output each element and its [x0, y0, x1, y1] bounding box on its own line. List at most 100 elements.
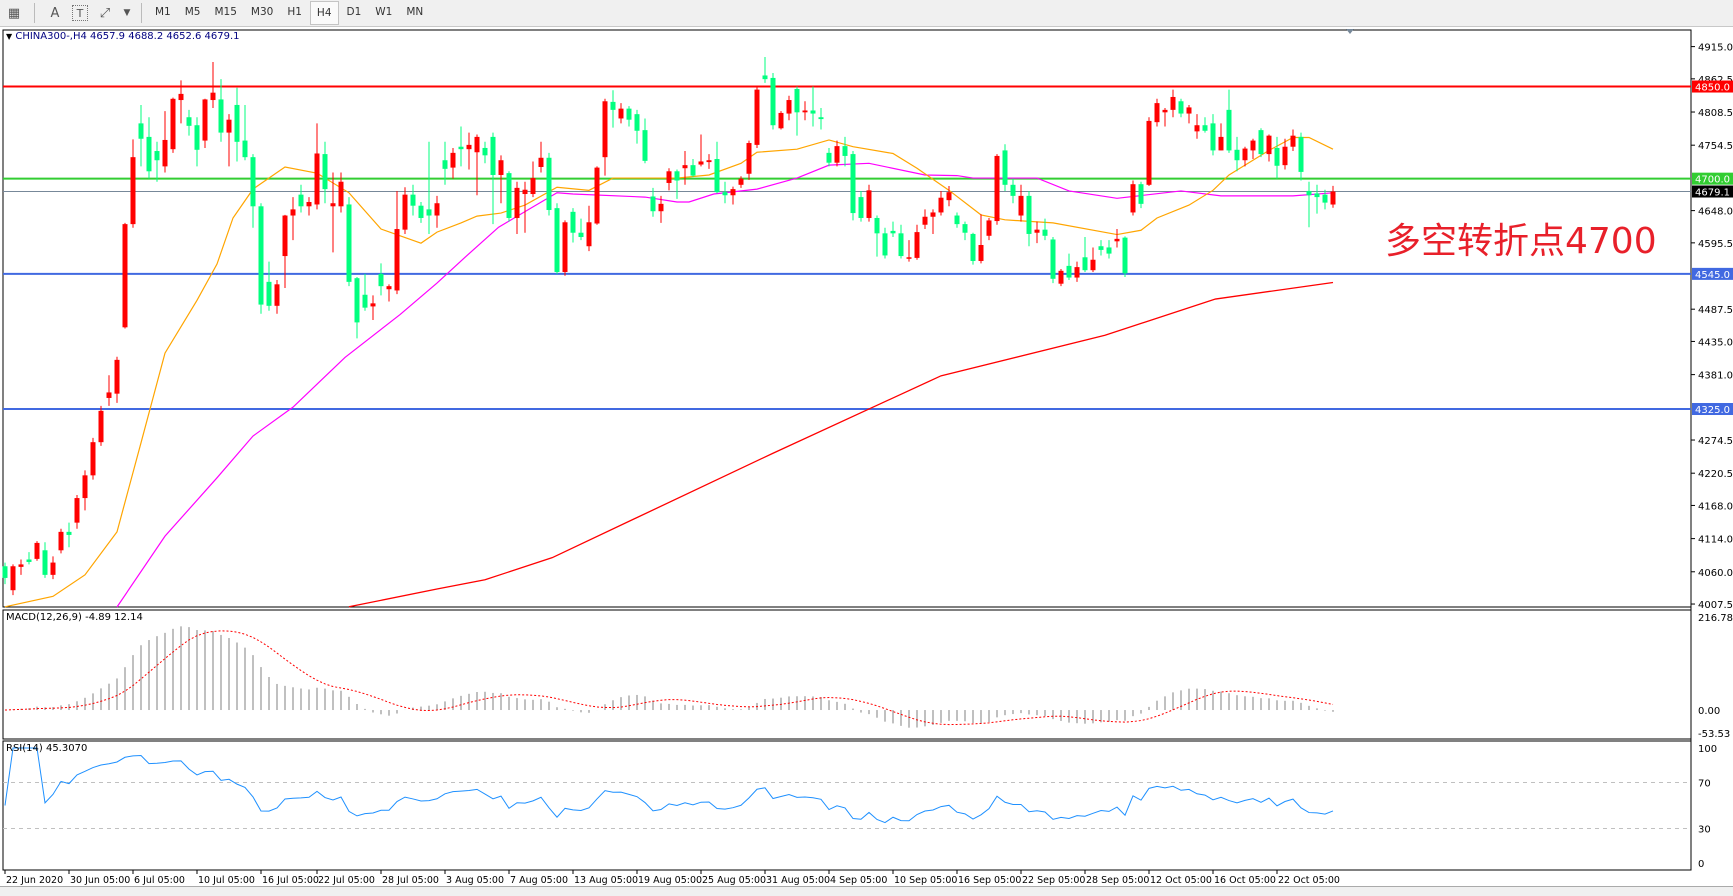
text-label-icon[interactable]: T: [72, 5, 88, 21]
candle-body: [874, 217, 880, 234]
candle-body: [490, 136, 496, 175]
candle-body: [42, 550, 48, 575]
chart-shift-icon: [1346, 29, 1354, 34]
candle-body: [442, 160, 448, 169]
candle-body: [458, 146, 464, 150]
candle: [554, 203, 560, 274]
candle-body: [922, 216, 928, 225]
price-tick-label: 4754.5: [1698, 141, 1733, 152]
candle-body: [506, 173, 512, 218]
arrows-icon[interactable]: ⤢: [99, 5, 111, 21]
candle-body: [1170, 96, 1176, 110]
candle: [58, 528, 64, 554]
candle: [610, 90, 616, 128]
rsi-tick-label: 30: [1698, 825, 1711, 836]
collapse-triangle-icon[interactable]: ▼: [6, 32, 13, 41]
timeframe-m30[interactable]: M30: [250, 6, 274, 18]
timeframe-m15[interactable]: M15: [214, 6, 237, 18]
annotation-text[interactable]: 多空转折点4700: [1385, 221, 1657, 262]
candle: [1234, 136, 1240, 172]
candle: [938, 190, 944, 216]
rsi-panel: [2, 740, 1692, 871]
candle: [1274, 136, 1280, 179]
candle: [330, 172, 336, 253]
time-label: 22 Sep 05:00: [1022, 875, 1085, 886]
candle-body: [658, 203, 664, 212]
candle-body: [354, 278, 360, 323]
candle-body: [1082, 257, 1088, 271]
time-label: 13 Aug 05:00: [574, 875, 638, 886]
candle-body: [194, 125, 200, 150]
candle: [722, 181, 728, 204]
candle-body: [938, 197, 944, 213]
candle: [1002, 144, 1008, 191]
candle-body: [714, 159, 720, 193]
candle-body: [762, 75, 768, 80]
timeframe-h4[interactable]: H4: [309, 1, 339, 25]
candle-body: [1026, 195, 1032, 234]
candle: [498, 155, 504, 204]
candle: [1098, 240, 1104, 256]
macd-tick-label: 0.00: [1698, 706, 1720, 717]
text-icon[interactable]: A: [50, 5, 60, 21]
candle: [82, 470, 88, 511]
candle: [954, 212, 960, 228]
time-label: 4 Sep 05:00: [830, 875, 887, 886]
candle: [1106, 240, 1112, 259]
candle: [1162, 108, 1168, 127]
timeframe-m1[interactable]: M1: [155, 6, 171, 18]
candle-body: [450, 152, 456, 168]
candle-body: [306, 202, 312, 207]
candle-body: [1090, 259, 1096, 271]
price-tick-label: 4274.5: [1698, 436, 1733, 447]
candle: [658, 195, 664, 223]
timeframe-h1[interactable]: H1: [287, 6, 302, 18]
candle-body: [554, 208, 560, 273]
candle-body: [1242, 148, 1248, 161]
candle-body: [386, 286, 392, 290]
hline-4325.0-label-bg: [1692, 403, 1733, 416]
candle: [1218, 123, 1224, 151]
candle-body: [850, 154, 856, 214]
candle-body: [1098, 246, 1104, 250]
candle-body: [722, 192, 728, 196]
candle: [306, 197, 312, 216]
candle-body: [642, 130, 648, 161]
time-label: 31 Aug 05:00: [766, 875, 830, 886]
dropdown-arrow-icon[interactable]: ▼: [123, 8, 131, 18]
price-tick-label: 4435.0: [1698, 337, 1733, 348]
candle-body: [1058, 270, 1064, 284]
candle-body: [1250, 140, 1256, 151]
rsi-tick-label: 70: [1698, 779, 1711, 790]
candle-body: [1106, 247, 1112, 254]
time-label: 10 Jul 05:00: [198, 875, 255, 886]
candle: [530, 161, 536, 198]
candle: [810, 86, 816, 127]
candle: [178, 80, 184, 124]
timeframe-w1[interactable]: W1: [375, 6, 393, 18]
candle: [42, 542, 48, 578]
candle-body: [1210, 123, 1216, 151]
grid-properties-icon[interactable]: ▦: [7, 5, 21, 21]
time-label: 30 Jun 05:00: [70, 875, 130, 886]
candle-body: [1066, 265, 1072, 278]
timeframe-mn[interactable]: MN: [406, 6, 424, 18]
candle-body: [154, 151, 160, 161]
timeframe-m5[interactable]: M5: [184, 6, 201, 18]
candle: [1010, 178, 1016, 204]
candle-body: [186, 117, 192, 126]
candle-body: [18, 564, 24, 567]
candle-body: [50, 562, 56, 575]
timeframe-d1[interactable]: D1: [346, 6, 362, 18]
candle-body: [730, 189, 736, 196]
candle-body: [986, 220, 992, 236]
macd-tick-label: 216.78: [1698, 613, 1733, 624]
bottom-tab-bar: [0, 886, 1733, 896]
candle-body: [346, 204, 352, 282]
main-panel: [2, 29, 1692, 608]
candle: [1138, 181, 1144, 209]
candle-body: [178, 93, 184, 101]
candle: [106, 375, 112, 406]
candle: [210, 61, 216, 109]
